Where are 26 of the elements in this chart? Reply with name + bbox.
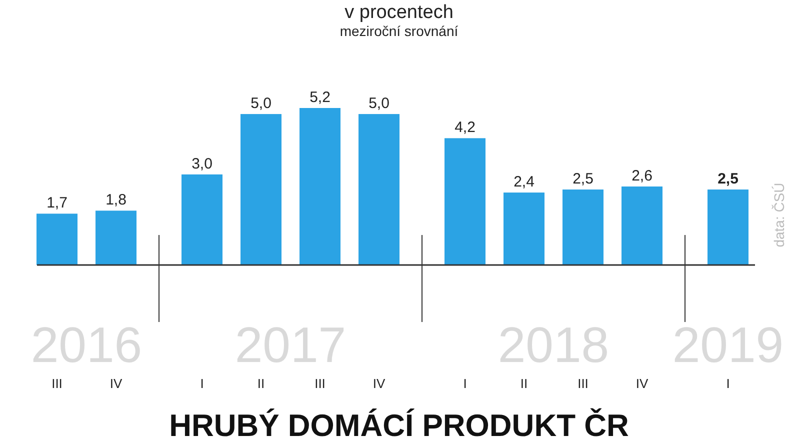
x-tick-label: I [463,376,467,391]
data-label: 2,5 [718,170,738,188]
data-label: 1,8 [106,192,126,209]
data-label: 2,5 [572,170,594,188]
x-tick-label: IV [636,376,648,391]
chart-subtitle: v procentech [344,2,454,23]
x-tick-label: III [578,376,588,391]
x-tick-label: IV [110,376,122,391]
text: meziroční srovnání [340,23,458,39]
text: data: ČSÚ [771,182,787,248]
text: HRUBÝ DOMÁCÍ PRODUKT ČR [169,408,629,443]
data-label: 1,7 [46,194,68,212]
data-label: 5,2 [310,89,330,106]
data-label: 3,0 [192,155,212,172]
x-tick-label: IV [372,376,386,391]
x-tick-label: II [257,376,265,391]
x-tick-label: II [520,376,528,391]
data-label: 5,0 [368,95,390,112]
x-tick-label: III [314,376,326,391]
data-label: 5,0 [250,95,272,112]
x-tick-label: I [726,376,730,391]
x-tick-label: III [52,376,62,391]
data-label: 2,6 [632,168,652,184]
data-label: 4,2 [454,119,476,136]
x-tick-label: I [200,376,204,391]
data-label: 2,4 [514,174,534,191]
